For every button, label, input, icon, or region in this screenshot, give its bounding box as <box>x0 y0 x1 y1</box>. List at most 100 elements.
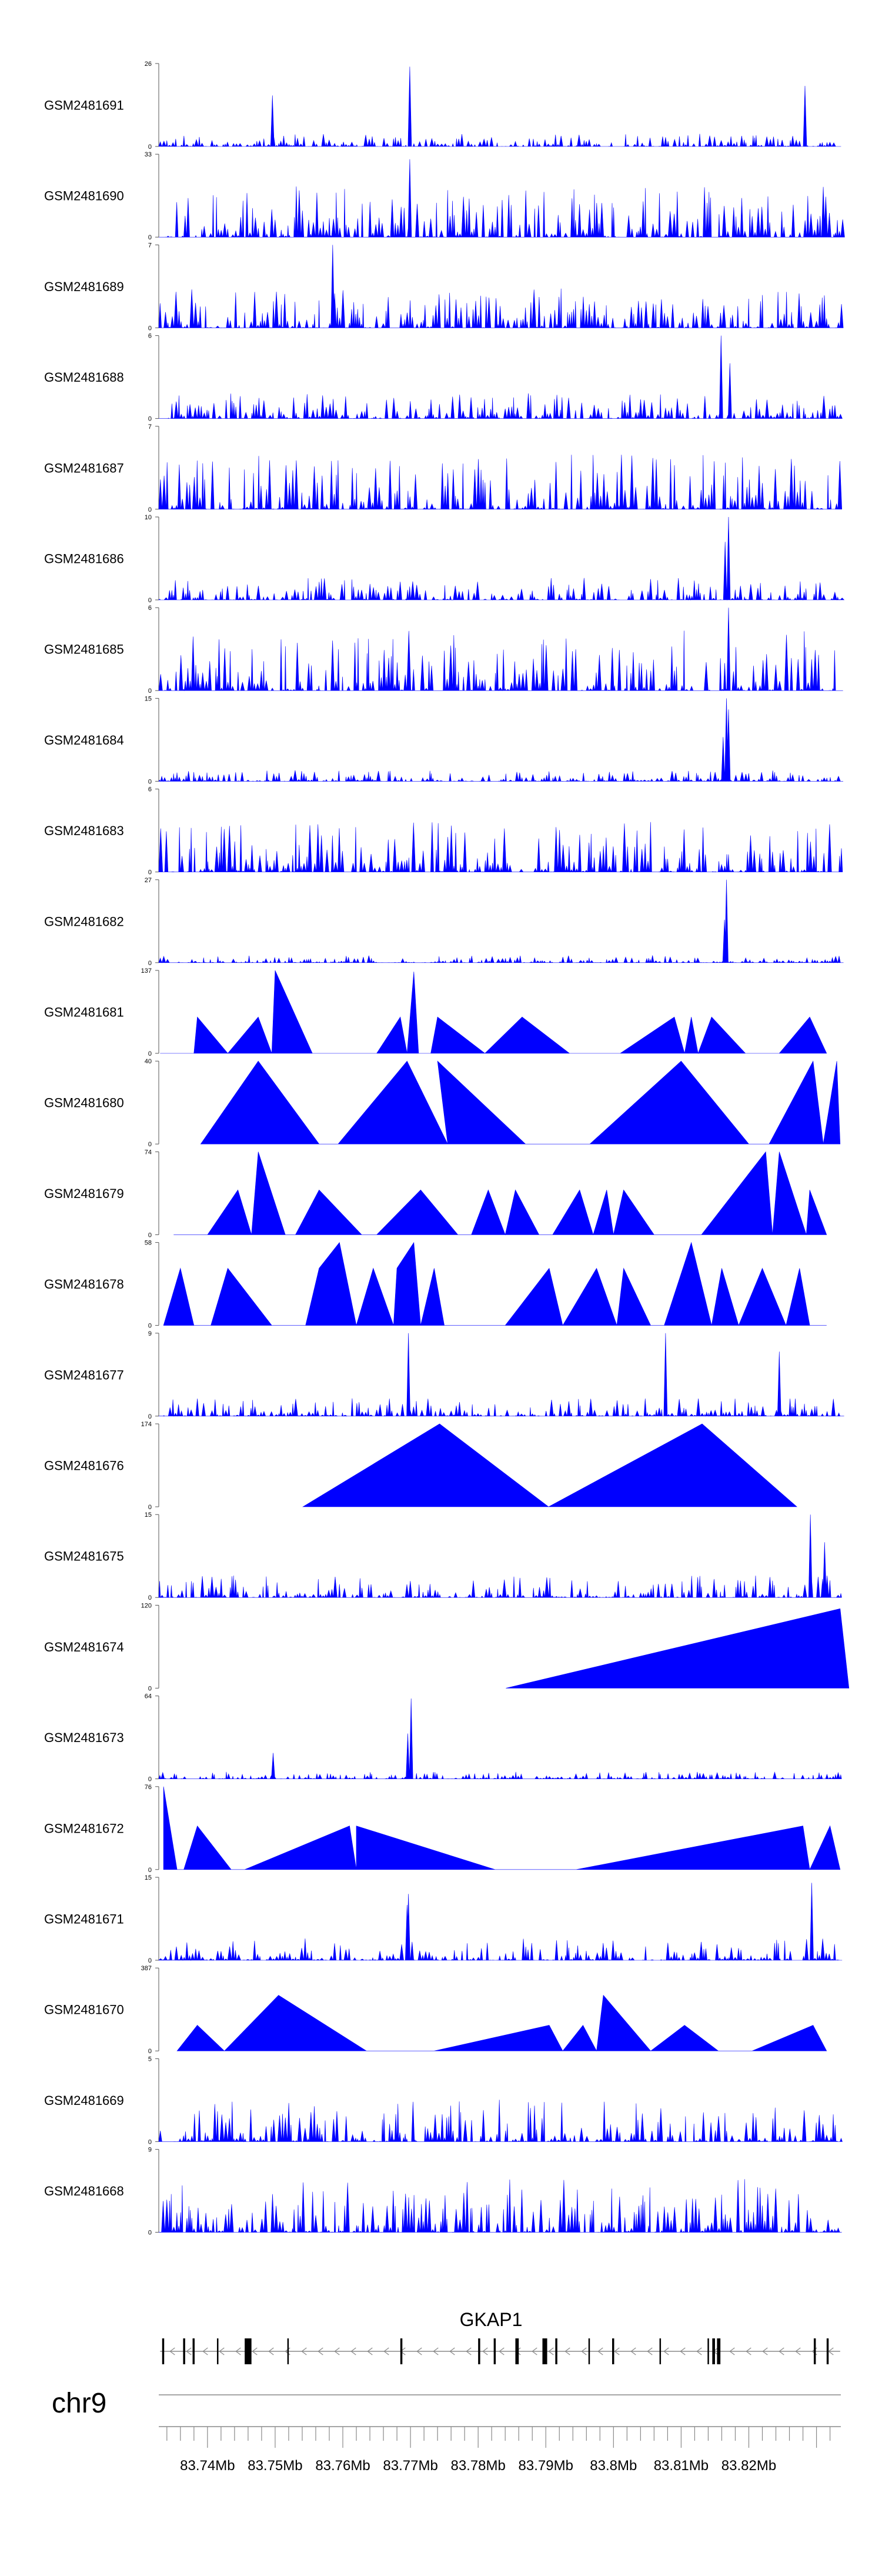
gene-exon <box>493 2338 496 2364</box>
track-GSM2481684: GSM2481684 15 0 <box>44 695 843 785</box>
y-max-label: 5 <box>148 2056 152 2063</box>
track-sample-label: GSM2481688 <box>44 370 124 385</box>
y-max-label: 6 <box>148 786 152 793</box>
track-sample-label: GSM2481670 <box>44 2003 124 2017</box>
track-GSM2481671: GSM2481671 15 0 <box>44 1874 843 1964</box>
strand-arrow <box>548 2347 554 2355</box>
y-max-label: 174 <box>141 1421 152 1428</box>
coverage-area <box>176 1994 827 2052</box>
track-GSM2481683: GSM2481683 6 0 <box>44 786 843 876</box>
y-min-label: 0 <box>148 506 152 513</box>
y-min-label: 0 <box>148 1957 152 1964</box>
gene-exon <box>245 2338 252 2364</box>
coverage-area <box>158 1883 843 1961</box>
track-sample-label: GSM2481686 <box>44 552 124 566</box>
gene-exon <box>216 2338 219 2364</box>
y-max-label: 76 <box>145 1784 152 1791</box>
y-min-label: 0 <box>148 1504 152 1511</box>
coverage-area <box>158 879 844 963</box>
track-GSM2481687: GSM2481687 7 0 <box>44 423 843 513</box>
strand-arrow <box>729 2347 735 2355</box>
axis-tick-label: 83.79Mb <box>519 2458 573 2474</box>
strand-arrow <box>202 2347 208 2355</box>
strand-arrow <box>762 2347 768 2355</box>
y-min-label: 0 <box>148 688 152 695</box>
gene-exon <box>287 2338 289 2364</box>
y-min-label: 0 <box>148 144 152 151</box>
strand-arrow <box>169 2347 175 2355</box>
strand-arrow <box>647 2347 653 2355</box>
y-min-label: 0 <box>148 1685 152 1692</box>
track-GSM2481669: GSM2481669 5 0 <box>44 2056 843 2145</box>
track-sample-label: GSM2481681 <box>44 1005 124 1020</box>
strand-arrow <box>350 2347 356 2355</box>
track-sample-label: GSM2481689 <box>44 279 124 294</box>
axis-tick-label: 83.78Mb <box>450 2458 505 2474</box>
gene-exon <box>162 2338 165 2364</box>
gene-exon <box>400 2338 403 2364</box>
y-max-label: 7 <box>148 423 152 431</box>
track-sample-label: GSM2481677 <box>44 1367 124 1382</box>
gene-exon <box>659 2338 662 2364</box>
track-sample-label: GSM2481668 <box>44 2184 124 2198</box>
strand-arrow <box>416 2347 422 2355</box>
coverage-area <box>158 2179 842 2233</box>
y-max-label: 120 <box>141 1602 152 1609</box>
coverage-area <box>158 1514 842 1599</box>
track-sample-label: GSM2481672 <box>44 1821 124 1836</box>
y-max-label: 6 <box>148 333 152 340</box>
gene-exon <box>515 2338 519 2364</box>
y-max-label: 137 <box>141 967 152 975</box>
track-GSM2481676: GSM2481676 174 0 <box>44 1421 797 1511</box>
coverage-area <box>302 1423 797 1507</box>
track-GSM2481678: GSM2481678 58 0 <box>44 1240 827 1330</box>
gene-track: GKAP1 <box>160 2309 840 2364</box>
strand-arrow <box>301 2347 307 2355</box>
strand-arrow <box>367 2347 373 2355</box>
strand-arrow <box>630 2347 636 2355</box>
coverage-tracks: GSM2481691260GSM2481690330GSM248168970GS… <box>44 61 850 2237</box>
coverage-area <box>158 516 845 601</box>
y-min-label: 0 <box>148 1050 152 1057</box>
coverage-area <box>158 245 844 329</box>
track-GSM2481689: GSM2481689 7 0 <box>44 242 844 332</box>
strand-arrow <box>466 2347 472 2355</box>
strand-arrow <box>318 2347 323 2355</box>
axis-tick-label: 83.74Mb <box>180 2458 235 2474</box>
track-GSM2481691: GSM2481691 26 0 <box>44 61 841 151</box>
y-max-label: 7 <box>148 242 152 249</box>
gene-exon <box>813 2338 816 2364</box>
y-min-label: 0 <box>148 1413 152 1420</box>
y-max-label: 6 <box>148 605 152 612</box>
strand-arrow <box>186 2347 192 2355</box>
y-min-label: 0 <box>148 1867 152 1874</box>
gene-exon <box>542 2338 547 2364</box>
axis-tick-label: 83.75Mb <box>248 2458 302 2474</box>
strand-arrow <box>564 2347 570 2355</box>
track-GSM2481675: GSM2481675 15 0 <box>44 1511 842 1601</box>
track-sample-label: GSM2481685 <box>44 642 124 657</box>
coverage-area <box>158 455 843 510</box>
y-max-label: 15 <box>145 1874 152 1881</box>
y-max-label: 40 <box>145 1058 152 1065</box>
axis-tick-label: 83.82Mb <box>721 2458 776 2474</box>
y-min-label: 0 <box>148 2230 152 2237</box>
y-max-label: 9 <box>148 2147 152 2154</box>
strand-arrow <box>532 2347 537 2355</box>
coverage-area <box>158 1698 842 1780</box>
track-sample-label: GSM2481682 <box>44 914 124 929</box>
track-sample-label: GSM2481676 <box>44 1459 124 1473</box>
track-sample-label: GSM2481680 <box>44 1096 124 1110</box>
track-GSM2481681: GSM2481681 137 0 <box>44 967 827 1057</box>
gene-exon <box>612 2338 614 2364</box>
track-sample-label: GSM2481671 <box>44 1912 124 1927</box>
track-GSM2481672: GSM2481672 76 0 <box>44 1784 841 1874</box>
coverage-area <box>200 1060 841 1144</box>
track-sample-label: GSM2481687 <box>44 461 124 475</box>
coverage-area <box>158 2100 843 2143</box>
y-min-label: 0 <box>148 597 152 604</box>
track-sample-label: GSM2481683 <box>44 823 124 838</box>
strand-arrow <box>696 2347 702 2355</box>
y-max-label: 27 <box>145 877 152 884</box>
